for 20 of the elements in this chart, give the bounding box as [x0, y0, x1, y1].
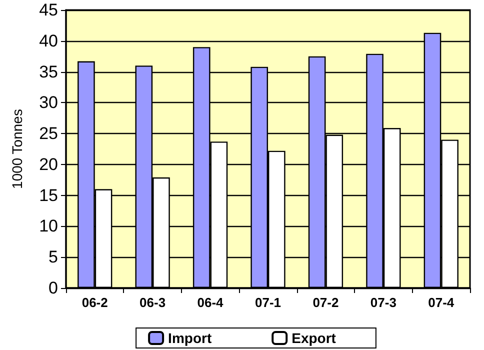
y-tick-label: 25: [39, 124, 58, 144]
legend-label: Export: [292, 330, 336, 346]
y-tick-label: 20: [39, 154, 58, 174]
x-tick-label: 07-4: [428, 295, 455, 310]
y-tick-label: 5: [48, 248, 58, 267]
x-tick-label: 06-3: [140, 295, 166, 310]
y-tick-label: 30: [39, 93, 58, 112]
x-tick-label: 07-2: [312, 295, 339, 310]
legend-label: Import: [168, 330, 212, 346]
x-tick-label: 06-2: [82, 295, 108, 310]
x-tick-label: 07-1: [254, 295, 282, 310]
y-tick-label: 35: [39, 62, 58, 82]
y-axis-title: 1000 Tonnes: [9, 109, 25, 189]
y-tick-label: 10: [39, 216, 58, 236]
x-tick-label: 07-3: [370, 295, 396, 310]
x-tick-label: 06-4: [197, 295, 224, 310]
y-tick-label: 15: [39, 186, 58, 205]
y-tick-label: 0: [48, 278, 58, 298]
y-tick-label: 40: [39, 31, 58, 50]
y-tick-label: 45: [39, 0, 58, 20]
